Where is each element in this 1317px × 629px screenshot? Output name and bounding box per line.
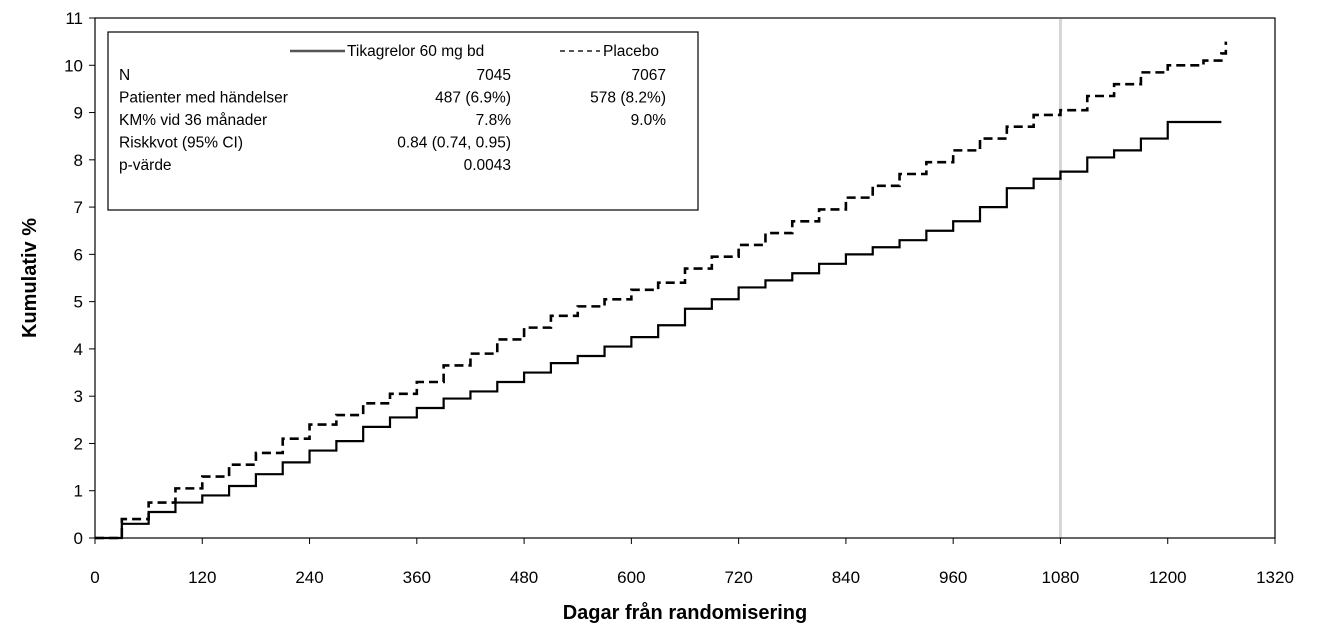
x-tick-label: 360 — [403, 568, 431, 587]
legend-row-value-1: 0.0043 — [464, 157, 511, 174]
legend-row-value-1: 7.8% — [476, 112, 512, 129]
legend-row-label: Patienter med händelser — [119, 90, 288, 107]
y-tick-label: 3 — [74, 387, 83, 406]
y-tick-label: 0 — [74, 529, 83, 548]
y-tick-label: 10 — [64, 56, 83, 75]
x-tick-label: 480 — [510, 568, 538, 587]
legend-row-label: Riskkvot (95% CI) — [119, 135, 243, 152]
series-layer — [95, 41, 1228, 540]
x-tick-label: 960 — [939, 568, 967, 587]
legend-series1-name: Tikagrelor 60 mg bd — [347, 43, 484, 60]
x-axis-title: Dagar från randomisering — [563, 601, 808, 624]
legend-box: Tikagrelor 60 mg bd Placebo N 7045 7067 Patie… — [107, 31, 699, 211]
y-tick-label: 4 — [74, 340, 83, 359]
legend-row-label: p-värde — [119, 157, 172, 174]
legend-row-value-2: 7067 — [632, 67, 666, 84]
y-tick-label: 6 — [74, 245, 83, 264]
series-line-1 — [95, 120, 1222, 540]
y-tick-label: 1 — [74, 482, 83, 501]
legend-row-label: KM% vid 36 månader — [119, 112, 267, 129]
x-tick-label: 0 — [90, 568, 99, 587]
x-tick-label: 600 — [617, 568, 645, 587]
legend-row-value-2: 578 (8.2%) — [590, 90, 666, 107]
x-tick-label: 120 — [188, 568, 216, 587]
x-tick-label: 240 — [295, 568, 323, 587]
legend-frame — [107, 31, 699, 211]
y-tick-label: 2 — [74, 434, 83, 453]
legend-row-value-1: 0.84 (0.74, 0.95) — [397, 135, 511, 152]
y-tick-label: 8 — [74, 151, 83, 170]
axes-layer: 0 120 240 360 480 600 720 840 960 1080 1200 1320 0 1 2… — [19, 9, 1294, 624]
x-tick-label: 840 — [832, 568, 860, 587]
legend-row-label: N — [119, 67, 130, 84]
legend-row-value-2: 9.0% — [631, 112, 667, 129]
y-tick-label: 7 — [74, 198, 83, 217]
x-tick-label: 1080 — [1042, 568, 1080, 587]
legend-series2-name: Placebo — [603, 43, 659, 60]
plot-frame — [94, 17, 1276, 539]
legend-row-value-1: 487 (6.9%) — [435, 90, 511, 107]
legend-row-value-1: 7045 — [477, 67, 511, 84]
y-tick-label: 11 — [65, 9, 83, 28]
x-tick-label: 720 — [724, 568, 752, 587]
x-tick-label: 1200 — [1149, 568, 1187, 587]
series-line-2 — [95, 41, 1228, 540]
x-tick-label: 1320 — [1256, 568, 1294, 587]
y-axis-title: Kumulativ % — [19, 218, 41, 338]
y-tick-label: 9 — [74, 104, 83, 123]
y-tick-label: 5 — [74, 293, 83, 312]
